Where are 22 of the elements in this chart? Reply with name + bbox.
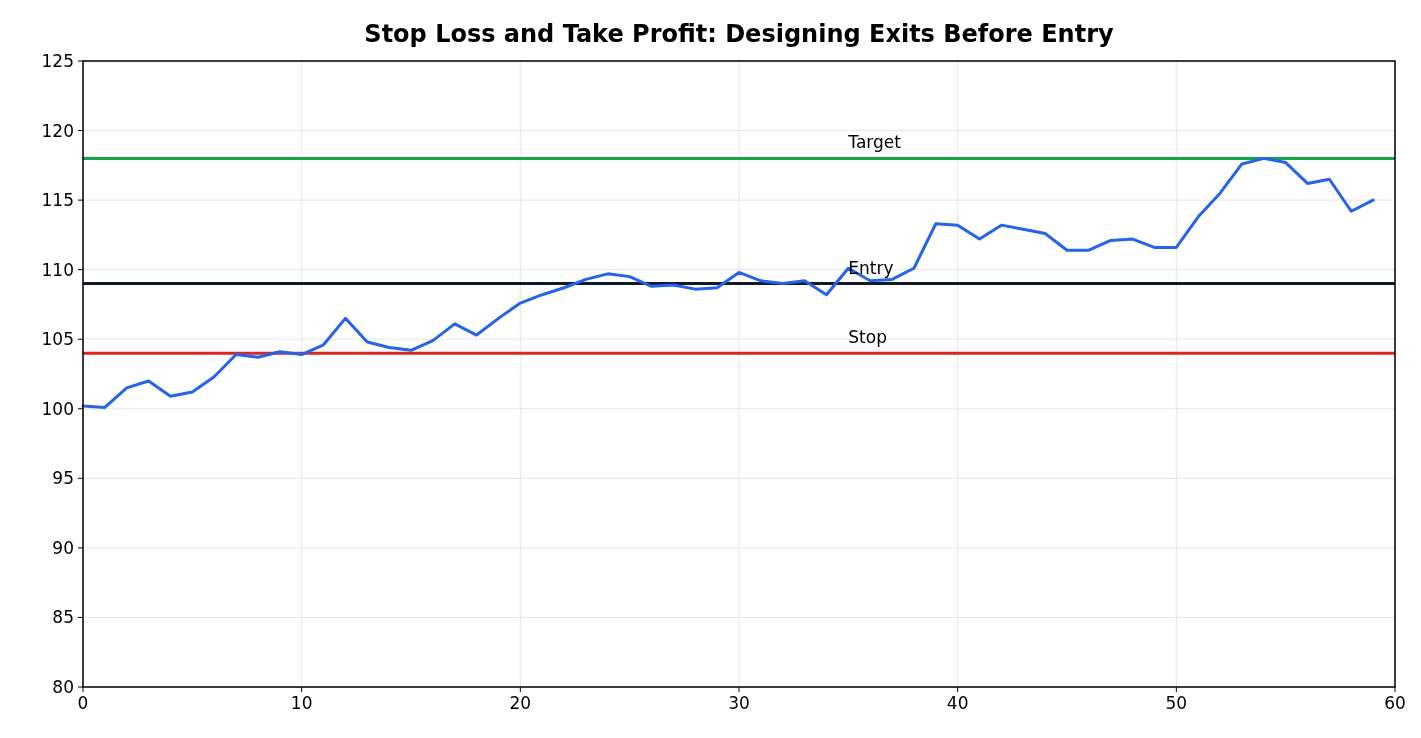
y-tick-label: 105 [41,329,74,350]
y-tick-label: 125 [41,50,74,71]
y-tick-label: 120 [41,120,74,141]
x-tick-label: 0 [77,693,89,713]
y-tick-label: 95 [52,468,74,489]
y-tick-label: 80 [52,676,74,697]
y-tick-label: 85 [52,607,74,628]
ref-line-label: Target [847,132,902,153]
x-tick-label: 30 [728,693,750,713]
x-tick-label: 50 [1165,693,1188,713]
y-tick-label: 115 [41,190,74,211]
x-tick-label: 10 [290,693,313,713]
x-tick-label: 20 [509,693,532,713]
x-tick-label: 40 [946,693,969,713]
y-tick-label: 90 [52,537,74,558]
y-tick-label: 100 [41,398,74,419]
chart-title: Stop Loss and Take Profit: Designing Exits Before Entry [364,20,1114,48]
ref-line-label: Stop [848,327,887,348]
line-series [81,156,1375,409]
ref-line-label: Entry [848,257,894,278]
x-tick-label: 60 [1384,693,1406,713]
y-tick-label: 110 [41,259,74,280]
